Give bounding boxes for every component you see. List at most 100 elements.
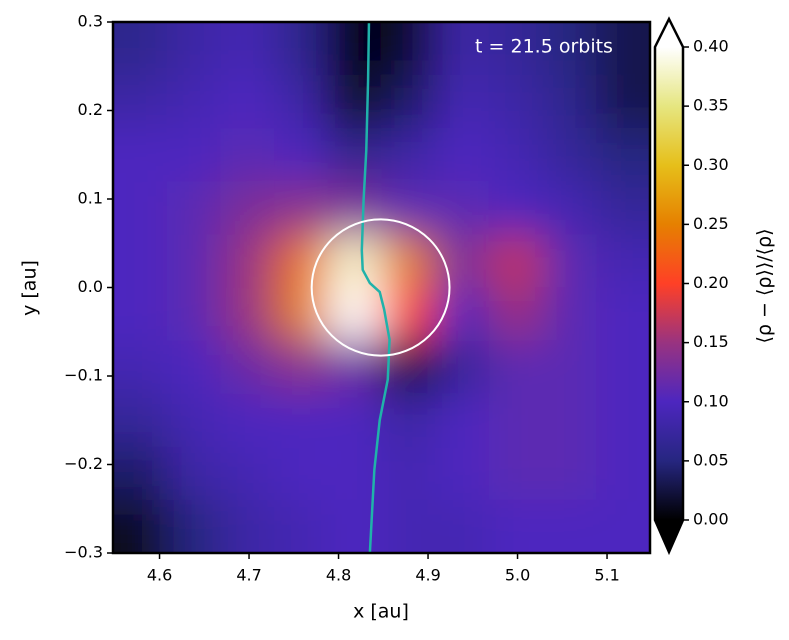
heat-cell	[596, 287, 650, 342]
heat-cell	[166, 499, 221, 553]
heat-cell	[113, 446, 168, 501]
y-tick-label: −0.2	[64, 454, 103, 473]
heat-cell	[381, 287, 436, 342]
heat-cell	[488, 234, 544, 288]
heat-cell	[113, 75, 168, 129]
heat-cell	[274, 128, 329, 182]
heat-cell	[435, 446, 490, 501]
heat-cell	[113, 340, 168, 395]
heat-cell	[166, 181, 221, 235]
x-axis-label: x [au]	[353, 601, 409, 623]
heat-cell	[596, 22, 650, 76]
colorbar-extend-max	[655, 19, 683, 47]
heat-cell	[381, 75, 436, 129]
x-tick-label: 4.8	[326, 566, 351, 585]
heat-cell	[166, 75, 221, 129]
heat-cell	[220, 75, 275, 129]
heat-cell	[220, 287, 275, 342]
heat-cell	[220, 446, 275, 501]
heat-cell	[113, 22, 168, 76]
heat-cell	[327, 234, 382, 288]
annotation: t = 21.5 orbits	[475, 36, 613, 58]
x-tick-label: 5.0	[505, 566, 530, 585]
y-tick-label: −0.1	[64, 366, 103, 385]
heat-cell	[596, 340, 650, 395]
heat-cell	[435, 340, 490, 395]
heat-cell	[542, 499, 597, 553]
heat-cell	[274, 181, 329, 235]
heatmap-cells	[113, 22, 650, 553]
heat-cell	[274, 499, 329, 553]
heat-cell	[220, 22, 275, 76]
heat-cell	[435, 128, 490, 182]
heat-cell	[274, 393, 329, 448]
heat-cell	[220, 393, 275, 448]
heat-cell	[542, 128, 597, 182]
heat-cell	[381, 128, 436, 182]
heat-cell	[488, 128, 544, 182]
hill-circle	[310, 218, 451, 357]
heat-cell	[327, 393, 382, 448]
heat-cell	[596, 446, 650, 501]
colorbar-tick-label: 0.30	[693, 155, 729, 174]
heat-cell	[596, 393, 650, 448]
heat-cell	[381, 393, 436, 448]
heat-cell	[113, 181, 168, 235]
heat-cell	[113, 393, 168, 448]
heat-cell	[542, 181, 597, 235]
heat-cell	[166, 393, 221, 448]
colorbar-tick-label: 0.35	[693, 96, 729, 115]
heat-cell	[488, 340, 544, 395]
heat-cell	[327, 340, 382, 395]
x-tick-label: 4.6	[147, 566, 172, 585]
colorbar-tick-label: 0.25	[693, 214, 729, 233]
heat-cell	[113, 128, 168, 182]
colorbar-tick-label: 0.05	[693, 450, 729, 469]
heat-cell	[327, 22, 382, 76]
heat-cell	[113, 499, 168, 553]
heat-cell	[542, 287, 597, 342]
colorbar-extend-min	[655, 520, 683, 552]
y-tick-label: −0.3	[64, 543, 103, 562]
heat-cell	[274, 22, 329, 76]
heat-cell	[274, 287, 329, 342]
heat-cell	[381, 499, 436, 553]
heat-cell	[327, 181, 382, 235]
heat-cell	[381, 181, 436, 235]
heat-cell	[381, 22, 436, 76]
heat-cell	[166, 234, 221, 288]
heat-cell	[381, 446, 436, 501]
x-tick-label: 4.9	[415, 566, 440, 585]
colorbar-gradient	[655, 47, 683, 520]
heat-cell	[488, 75, 544, 129]
y-tick-label: 0.1	[78, 189, 103, 208]
heat-cell	[435, 181, 490, 235]
heat-cell	[166, 340, 221, 395]
heat-cell	[327, 287, 382, 342]
heat-cell	[220, 234, 275, 288]
heat-cell	[166, 446, 221, 501]
colorbar-tick-label: 0.10	[693, 391, 729, 410]
y-axis-label: y [au]	[19, 260, 41, 316]
y-tick-label: 0.3	[78, 12, 103, 31]
heat-cell	[220, 128, 275, 182]
colorbar-tick-label: 0.00	[693, 510, 729, 529]
heat-cell	[113, 234, 168, 288]
heat-cell	[596, 181, 650, 235]
heat-cell	[327, 75, 382, 129]
colorbar-label: ⟨ρ − ⟨ρ⟩⟩/⟨ρ⟩	[754, 228, 776, 343]
heat-cell	[435, 22, 490, 76]
heat-cell	[166, 128, 221, 182]
y-tick-label: 0.2	[78, 100, 103, 119]
heat-cell	[435, 499, 490, 553]
heat-cell	[488, 287, 544, 342]
heat-cell	[488, 22, 544, 76]
heat-cell	[435, 393, 490, 448]
heat-cell	[488, 393, 544, 448]
colorbar-tick-label: 0.20	[693, 273, 729, 292]
heat-cell	[542, 22, 597, 76]
colorbar-tick-label: 0.15	[693, 332, 729, 351]
heat-cell	[274, 234, 329, 288]
heat-cell	[596, 75, 650, 129]
